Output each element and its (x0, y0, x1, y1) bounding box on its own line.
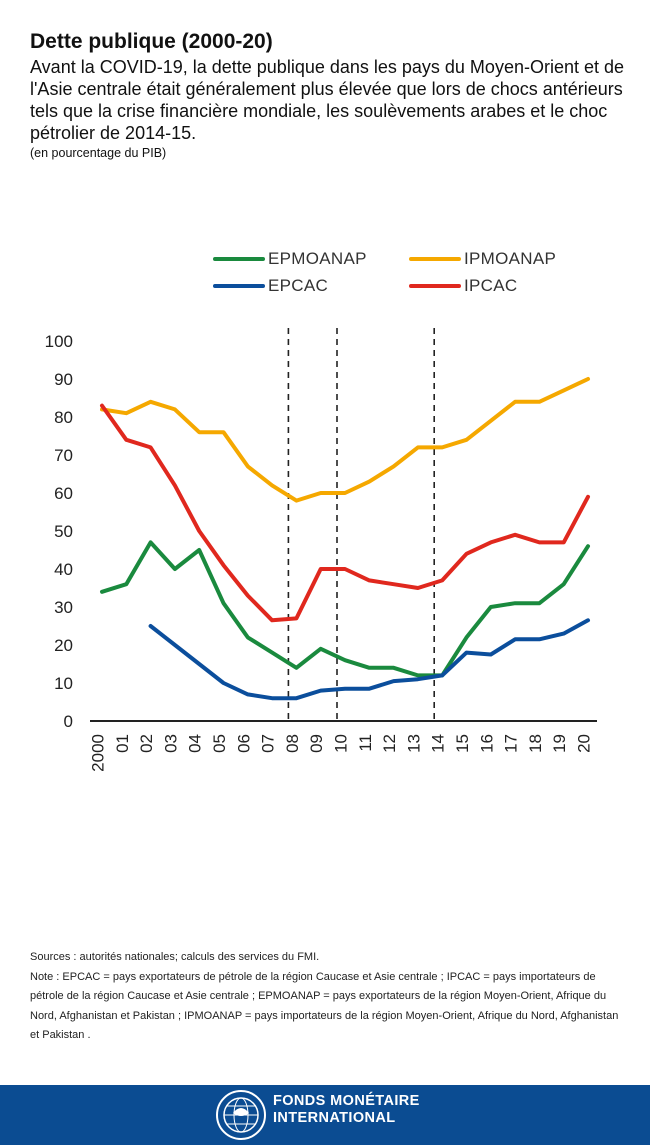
y-tick-label: 50 (54, 522, 73, 541)
y-tick-label: 20 (54, 636, 73, 655)
x-tick-label: 11 (356, 734, 375, 752)
y-tick-label: 90 (54, 370, 73, 389)
notes-block: Sources : autorités nationales; calculs … (30, 948, 620, 1046)
y-tick-label: 40 (54, 560, 73, 579)
legend-label-epcac: EPCAC (268, 276, 329, 295)
x-tick-label: 16 (477, 734, 496, 753)
chart-subtitle: Avant la COVID-19, la dette publique dan… (30, 57, 625, 143)
legend-swatch-epcac (213, 284, 265, 288)
x-tick-label: 08 (283, 734, 302, 753)
y-tick-label: 100 (45, 332, 73, 351)
units-label: (en pourcentage du PIB) (30, 146, 167, 160)
x-tick-label: 02 (137, 734, 156, 753)
footer-line2: INTERNATIONAL (273, 1110, 396, 1126)
legend-label-epmoanap: EPMOANAP (268, 249, 367, 268)
legend-item-ipcac: IPCAC (409, 276, 517, 296)
x-tick-label: 19 (550, 734, 569, 753)
series-line-epcac (148, 618, 590, 701)
x-tick-label: 01 (113, 734, 132, 753)
legend-item-epcac: EPCAC (213, 276, 328, 296)
y-tick-label: 10 (54, 674, 73, 693)
x-tick-label: 12 (380, 734, 399, 753)
x-tick-label: 18 (526, 734, 545, 753)
y-tick-label: 70 (54, 446, 73, 465)
legend-swatch-ipmoanap (409, 257, 461, 261)
x-tick-label: 09 (307, 734, 326, 753)
x-tick-label: 10 (331, 734, 350, 753)
footer-line1: FONDS MONÉTAIRE (273, 1093, 420, 1109)
legend-label-ipcac: IPCAC (464, 276, 518, 295)
y-tick-label: 60 (54, 484, 73, 503)
note-text: Note : EPCAC = pays exportateurs de pétr… (30, 970, 619, 1042)
x-tick-label: 20 (574, 734, 593, 753)
chart-legend: EPMOANAP IPMOANAP EPCAC IPCAC (213, 249, 613, 301)
legend-label-ipmoanap: IPMOANAP (464, 249, 557, 268)
y-tick-label: 80 (54, 408, 73, 427)
legend-item-ipmoanap: IPMOANAP (409, 249, 556, 269)
legend-swatch-ipcac (409, 284, 461, 288)
x-tick-label: 2000 (88, 734, 107, 772)
footer-bar: FONDS MONÉTAIRE INTERNATIONAL (0, 1085, 650, 1145)
x-tick-label: 17 (502, 734, 521, 753)
series-line-ipmoanap (100, 377, 590, 503)
line-chart: 0 10 20 30 40 50 60 70 80 90 100 2000 01 02 03 04 05 06 07… (45, 328, 597, 772)
imf-seal-icon (216, 1090, 266, 1140)
legend-item-epmoanap: EPMOANAP (213, 249, 367, 269)
series-line-epmoanap (100, 540, 590, 678)
x-tick-label: 13 (404, 734, 423, 753)
y-tick-label: 30 (54, 598, 73, 617)
y-tick-label: 0 (64, 712, 73, 731)
x-tick-label: 03 (161, 734, 180, 753)
footer-org-name: FONDS MONÉTAIRE INTERNATIONAL (273, 1093, 420, 1127)
x-tick-label: 05 (210, 734, 229, 753)
sources-text: Sources : autorités nationales; calculs … (30, 951, 320, 963)
x-tick-label: 04 (186, 734, 205, 753)
series-line-ipcac (100, 403, 590, 623)
chart-title: Dette publique (2000-20) (30, 30, 273, 53)
x-tick-label: 06 (234, 734, 253, 753)
x-tick-label: 07 (259, 734, 278, 753)
x-tick-label: 14 (429, 734, 448, 753)
legend-swatch-epmoanap (213, 257, 265, 261)
x-tick-label: 15 (453, 734, 472, 753)
